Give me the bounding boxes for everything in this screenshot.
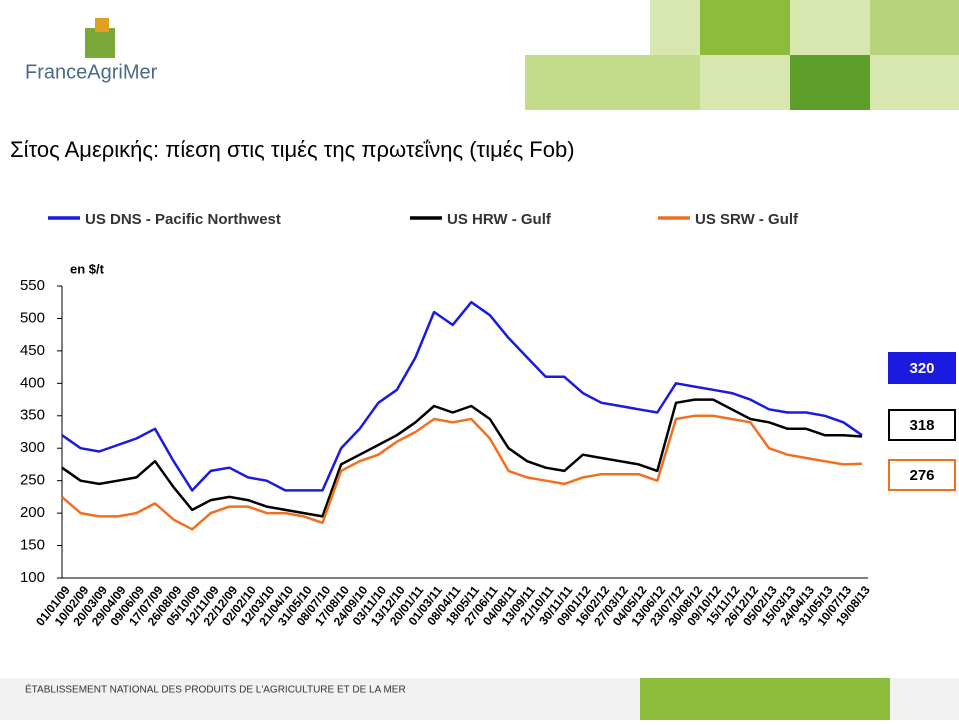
y-axis-label: en $/t xyxy=(70,261,105,276)
series-line xyxy=(61,300,863,492)
end-value-label: 276 xyxy=(909,467,934,484)
end-value-box xyxy=(888,352,956,384)
legend-label: US SRW - Gulf xyxy=(695,211,799,228)
header-block xyxy=(790,55,870,110)
header-block xyxy=(870,0,959,55)
logo-text: FranceAgriMer xyxy=(25,61,158,83)
y-tick-label: 500 xyxy=(20,309,45,326)
legend-label: US HRW - Gulf xyxy=(447,211,552,228)
series-line xyxy=(61,414,863,531)
end-value-box xyxy=(888,409,956,441)
y-tick-label: 400 xyxy=(20,374,45,391)
y-tick-label: 150 xyxy=(20,537,45,554)
y-tick-label: 250 xyxy=(20,472,45,489)
chart-title: Σίτος Αμερικής: πίεση στις τιμές της πρω… xyxy=(10,137,575,162)
y-tick-label: 450 xyxy=(20,342,45,359)
y-tick-label: 350 xyxy=(20,407,45,424)
end-value-label: 318 xyxy=(909,417,934,434)
legend-label: US DNS - Pacific Northwest xyxy=(85,211,281,228)
end-value-box xyxy=(888,459,956,491)
y-tick-label: 100 xyxy=(20,569,45,586)
header-block xyxy=(525,55,700,110)
footer-text: ÉTABLISSEMENT NATIONAL DES PRODUITS DE L… xyxy=(25,683,406,696)
y-tick-label: 200 xyxy=(20,504,45,521)
end-value-label: 320 xyxy=(909,360,934,377)
header-block xyxy=(700,0,790,55)
y-tick-label: 300 xyxy=(20,439,45,456)
logo-mark xyxy=(85,28,115,58)
y-tick-label: 550 xyxy=(20,277,45,294)
logo-mark xyxy=(95,18,109,32)
series-line xyxy=(61,398,863,518)
footer-block xyxy=(640,678,890,720)
